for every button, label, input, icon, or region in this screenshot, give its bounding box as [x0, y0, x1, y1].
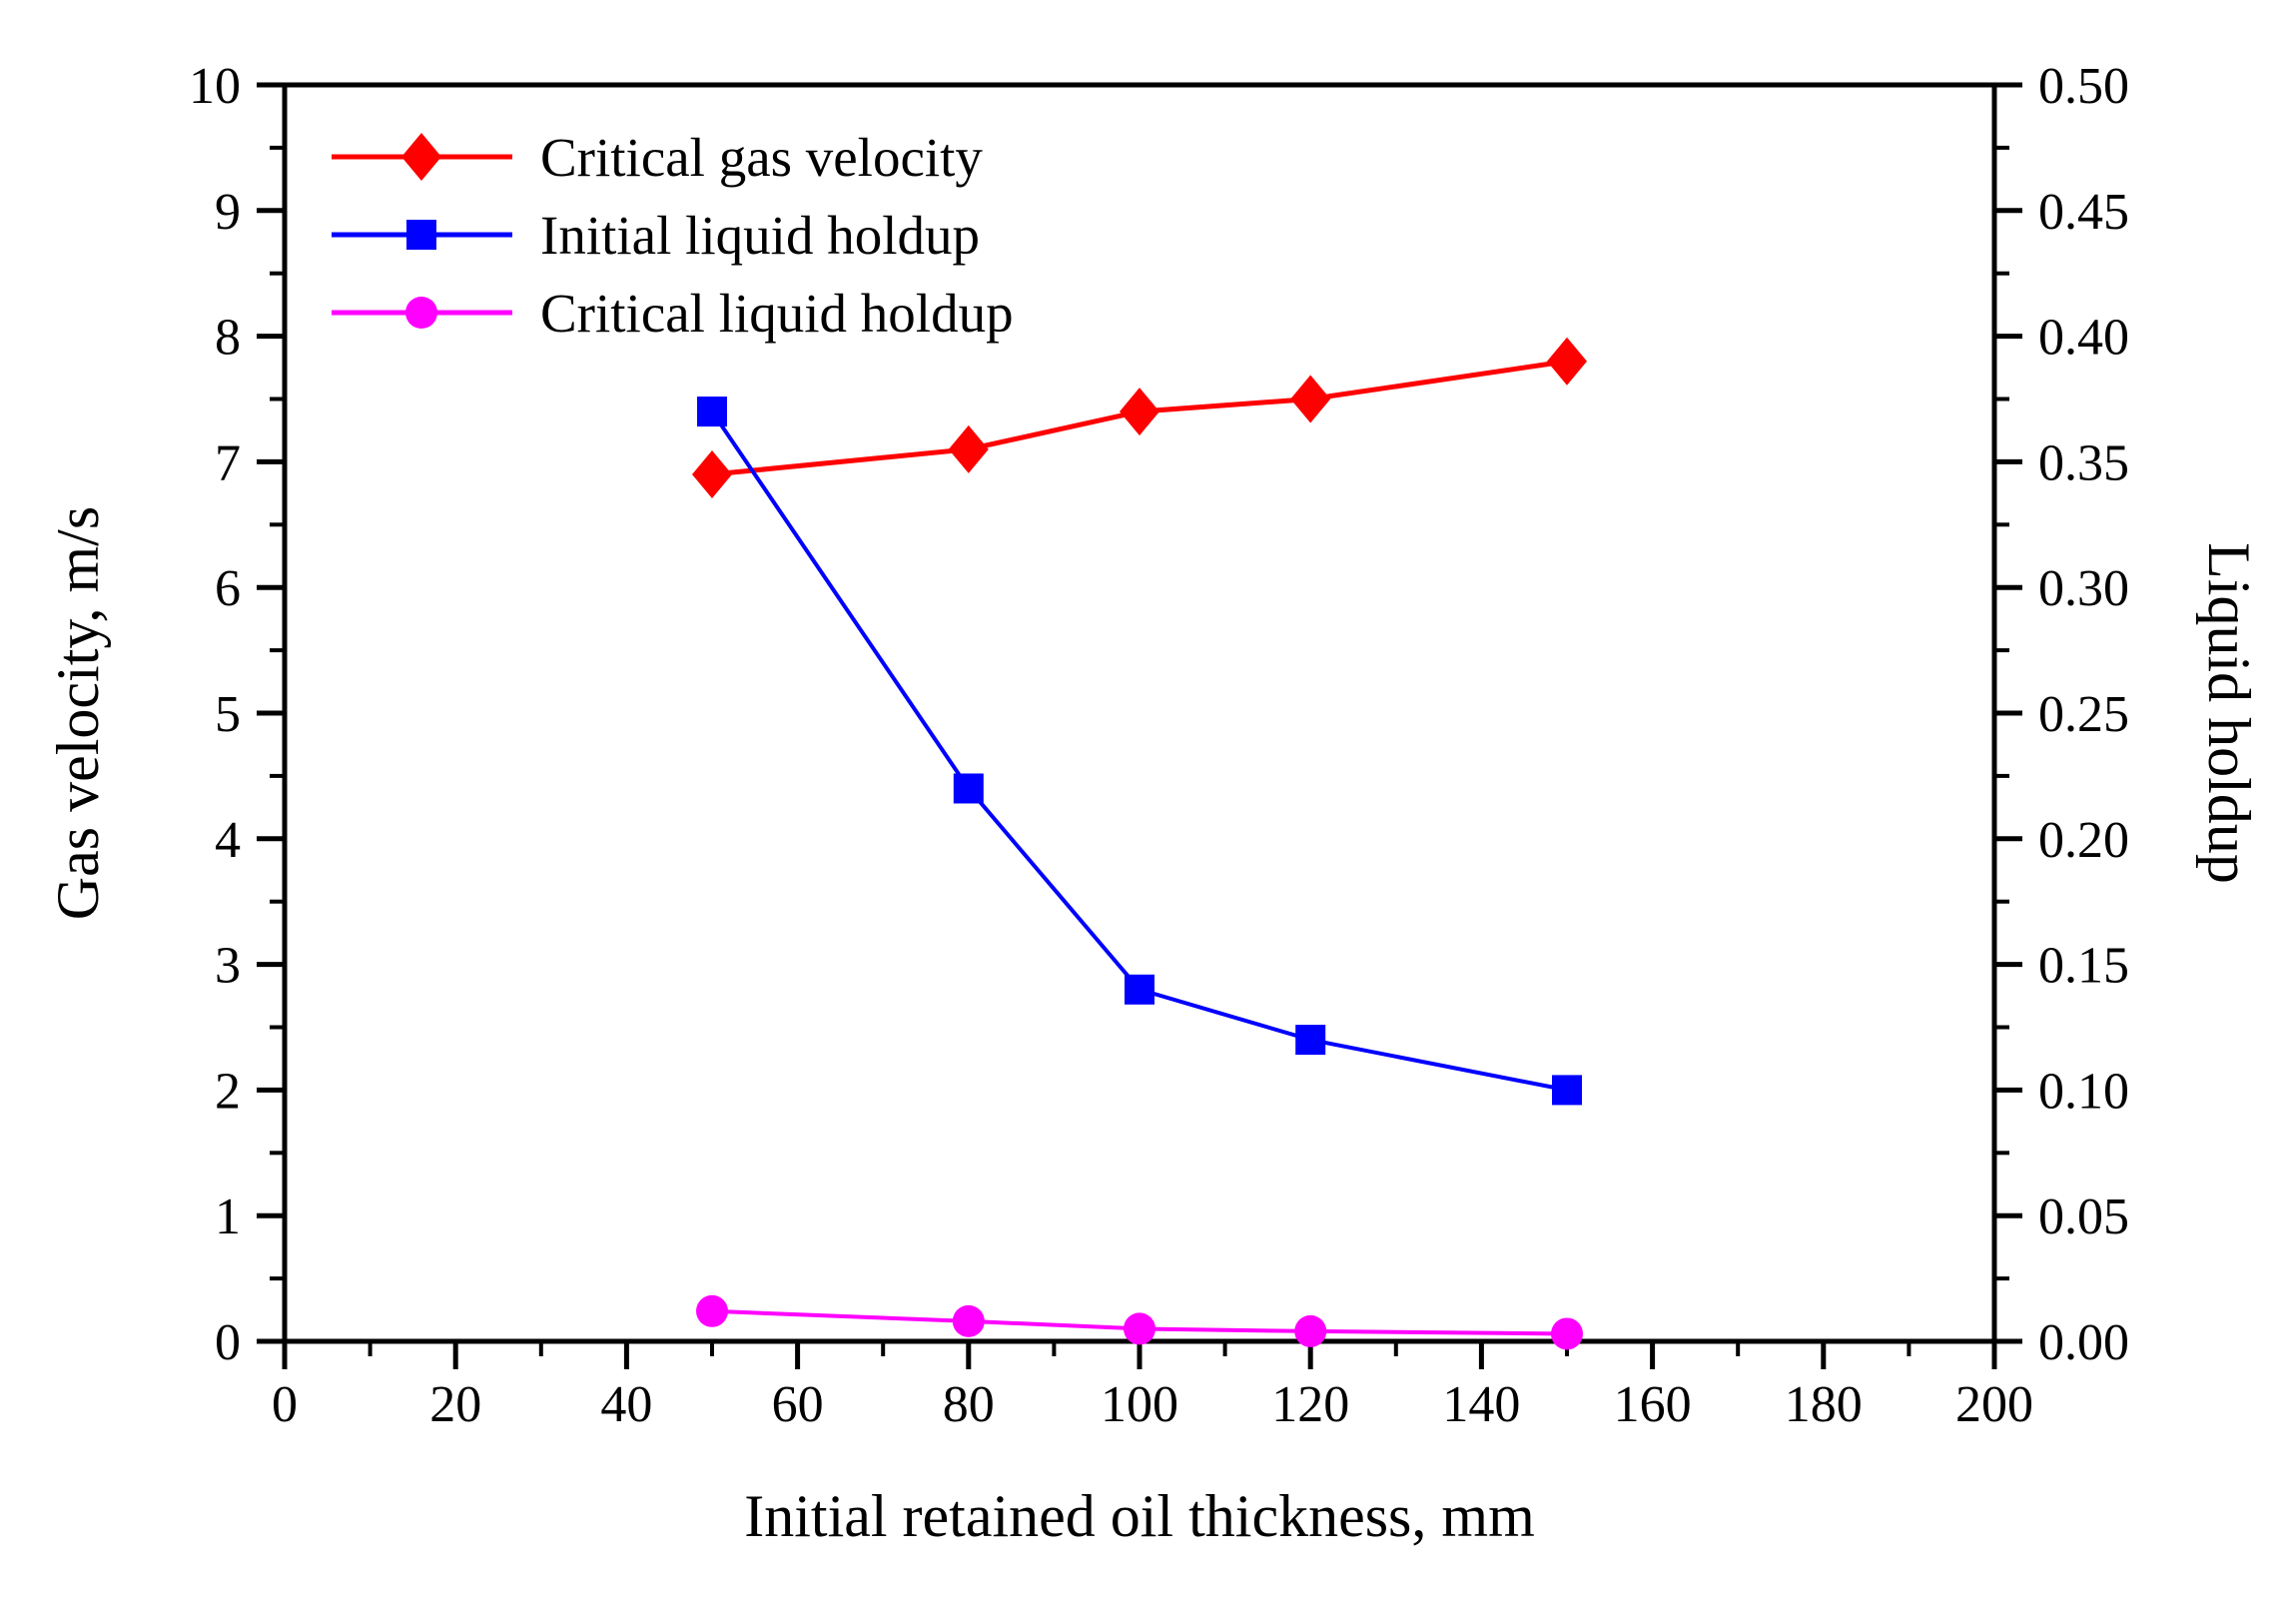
x-tick-label: 200 — [1955, 1376, 2033, 1433]
y-right-tick-label: 0.45 — [2038, 184, 2129, 241]
series-critical-gas-velocity — [692, 337, 1587, 498]
y-right-tick-label: 0.00 — [2038, 1314, 2129, 1371]
x-axis-title: Initial retained oil thickness, mm — [744, 1483, 1535, 1549]
circle-marker-icon — [1294, 1314, 1327, 1347]
x-tick-label: 0 — [272, 1376, 298, 1433]
x-tick-label: 20 — [429, 1376, 481, 1433]
diamond-marker-icon — [692, 449, 732, 498]
y-left-axis-ticks: 0 1 2 3 4 5 6 7 8 9 10 — [189, 58, 285, 1371]
diamond-marker-icon — [1120, 388, 1159, 436]
diamond-marker-icon — [1547, 337, 1587, 386]
legend-label-initial-liquid-holdup: Initial liquid holdup — [540, 204, 980, 266]
y-axis-title-right: Liquid holdup — [2196, 542, 2262, 884]
square-marker-icon — [406, 220, 436, 250]
circle-marker-icon — [952, 1304, 985, 1337]
x-tick-label: 180 — [1785, 1376, 1863, 1433]
y-right-tick-label: 0.30 — [2038, 560, 2129, 617]
legend: Critical gas velocity Initial liquid hol… — [330, 118, 1014, 352]
diamond-marker-icon — [948, 424, 989, 473]
legend-label-critical-gas-velocity: Critical gas velocity — [540, 126, 983, 188]
legend-swatch-circle-icon — [332, 297, 512, 329]
y-axis-title-left: Gas velocity, m/s — [45, 505, 111, 921]
square-marker-icon — [1295, 1025, 1326, 1056]
x-tick-label: 100 — [1101, 1376, 1178, 1433]
diamond-marker-icon — [401, 133, 441, 181]
x-axis-ticks: 0 20 40 60 80 100 120 140 160 180 200 — [272, 1341, 2033, 1433]
y-left-tick-label: 7 — [215, 434, 241, 491]
legend-item-initial-liquid-holdup: Initial liquid holdup — [330, 196, 1014, 274]
y-left-tick-label: 2 — [215, 1063, 241, 1120]
square-marker-icon — [697, 397, 727, 427]
legend-item-critical-gas-velocity: Critical gas velocity — [330, 118, 1014, 196]
y-left-tick-label: 6 — [215, 560, 241, 617]
circle-marker-icon — [405, 297, 437, 329]
y-left-tick-label: 4 — [215, 812, 241, 869]
y-right-tick-label: 0.05 — [2038, 1189, 2129, 1245]
y-left-tick-label: 5 — [215, 686, 241, 743]
circle-marker-icon — [696, 1294, 728, 1327]
y-right-tick-label: 0.50 — [2038, 58, 2129, 115]
series-critical-liquid-holdup — [696, 1294, 1583, 1350]
y-right-tick-label: 0.15 — [2038, 938, 2129, 995]
y-left-tick-label: 3 — [215, 938, 241, 995]
x-tick-label: 120 — [1271, 1376, 1349, 1433]
x-tick-label: 40 — [600, 1376, 652, 1433]
y-right-axis-ticks: 0.00 0.05 0.10 0.15 0.20 0.25 0.30 0.35 0.40 0.45… — [1994, 58, 2129, 1371]
square-marker-icon — [1125, 974, 1154, 1005]
y-left-tick-label: 9 — [215, 184, 241, 241]
y-left-tick-label: 10 — [189, 58, 241, 115]
y-right-tick-label: 0.35 — [2038, 434, 2129, 491]
y-right-tick-label: 0.20 — [2038, 812, 2129, 869]
x-tick-label: 80 — [943, 1376, 995, 1433]
y-left-tick-label: 8 — [215, 310, 241, 367]
legend-label-critical-liquid-holdup: Critical liquid holdup — [540, 282, 1014, 344]
legend-item-critical-liquid-holdup: Critical liquid holdup — [330, 274, 1014, 352]
circle-marker-icon — [1124, 1312, 1155, 1345]
x-tick-label: 60 — [772, 1376, 824, 1433]
y-right-tick-label: 0.25 — [2038, 686, 2129, 743]
circle-marker-icon — [1551, 1317, 1583, 1350]
y-right-tick-label: 0.40 — [2038, 310, 2129, 367]
y-left-tick-label: 1 — [215, 1189, 241, 1245]
y-right-tick-label: 0.10 — [2038, 1063, 2129, 1120]
x-tick-label: 140 — [1442, 1376, 1520, 1433]
square-marker-icon — [1552, 1075, 1582, 1106]
legend-swatch-square-icon — [332, 220, 512, 250]
series-initial-liquid-holdup — [697, 397, 1582, 1106]
x-tick-label: 160 — [1614, 1376, 1692, 1433]
square-marker-icon — [953, 773, 984, 804]
legend-swatch-diamond-icon — [332, 133, 512, 181]
diamond-marker-icon — [1290, 375, 1331, 423]
y-left-tick-label: 0 — [215, 1314, 241, 1371]
